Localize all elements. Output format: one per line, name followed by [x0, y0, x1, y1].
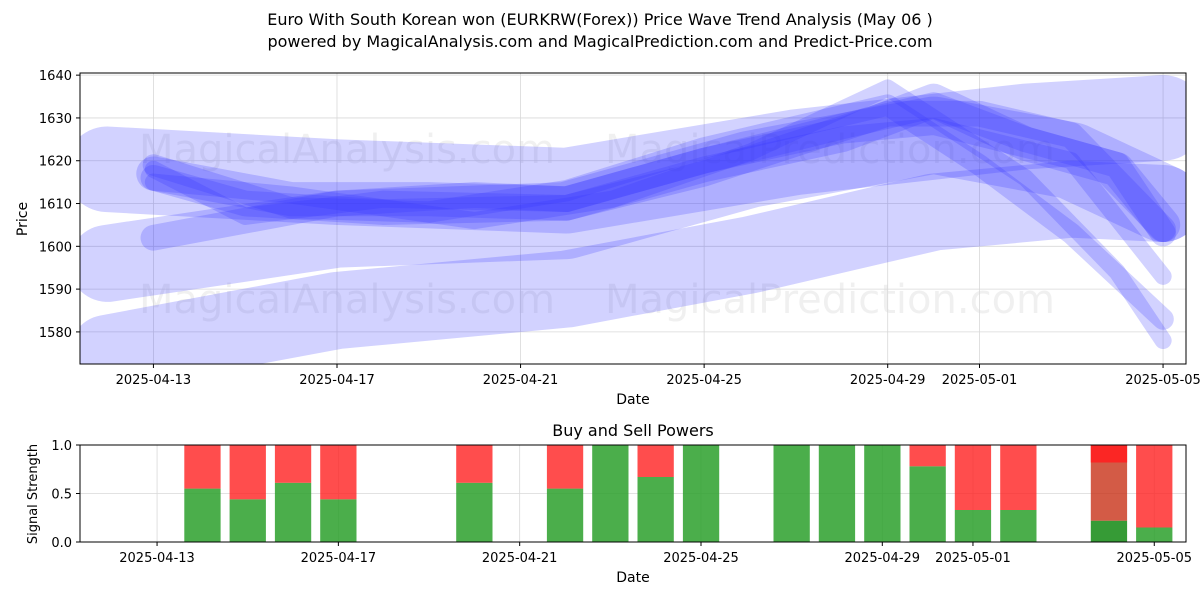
power-bars [184, 445, 1173, 542]
price-y-tick-label: 1600 [39, 240, 72, 255]
buy-power-bar [818, 445, 856, 542]
wave-band-4 [136, 83, 1181, 242]
buy-power-bar [456, 482, 493, 542]
power-y-ticks: 0.0 0.5 1.0 [51, 439, 80, 551]
price-y-tick-label: 1590 [39, 283, 72, 298]
price-grid [80, 73, 1186, 364]
sell-power-bar [1136, 445, 1173, 528]
price-x-axis-label: Date [616, 392, 649, 408]
wave-band-5 [140, 92, 1176, 251]
power-x-tick-label: 2025-04-29 [845, 551, 921, 566]
buy-power-bar [1090, 520, 1128, 542]
power-x-tick-label: 2025-04-17 [301, 551, 377, 566]
watermark-prediction-mid: MagicalPrediction.com [605, 277, 1055, 323]
power-x-tick-label: 2025-04-13 [119, 551, 195, 566]
price-waves [80, 75, 1186, 364]
price-x-tick-label: 2025-04-17 [299, 373, 375, 388]
buy-power-bar [546, 488, 584, 542]
sell-power-bar [954, 445, 992, 510]
power-y-tick-label: 0.5 [51, 488, 72, 503]
wave-band-2 [80, 96, 1186, 302]
buy-power-bar [274, 482, 312, 542]
chart-subtitle: powered by MagicalAnalysis.com and Magic… [267, 32, 933, 51]
buy-power-bar [682, 445, 720, 542]
power-x-tick-label: 2025-04-25 [663, 551, 739, 566]
power-x-axis-label: Date [616, 570, 649, 586]
price-plot-frame [79, 72, 1187, 365]
wave-band-8 [144, 79, 1172, 350]
price-x-tick-label: 2025-04-13 [116, 373, 192, 388]
buy-power-bar [773, 445, 810, 542]
price-x-tick-label: 2025-05-01 [942, 373, 1018, 388]
watermark-prediction-top: MagicalPrediction.com [605, 127, 1055, 173]
sell-power-bar [229, 445, 266, 500]
price-y-tick-label: 1630 [39, 112, 72, 127]
sell-power-bar [320, 445, 357, 500]
buy-power-bar [637, 477, 674, 542]
wave-band-1 [80, 75, 1186, 234]
price-y-axis-label: Price [15, 202, 31, 236]
buy-power-bar [909, 466, 946, 542]
price-y-tick-label: 1610 [39, 198, 72, 213]
sell-power-bar [1000, 445, 1037, 510]
wave-band-7 [142, 94, 1174, 330]
power-y-axis-label: Signal Strength [26, 444, 41, 544]
sell-power-bar [546, 445, 584, 489]
sell-power-bar [456, 445, 493, 483]
power-chart-title: Buy and Sell Powers [552, 421, 714, 440]
sell-power-bar [909, 445, 946, 467]
price-y-tick-label: 1620 [39, 155, 72, 170]
power-y-tick-label: 1.0 [51, 439, 72, 454]
chart-title: Euro With South Korean won (EURKRW(Forex… [267, 10, 933, 29]
sell-power-bar-overlay [1090, 445, 1128, 463]
buy-power-bar [954, 510, 992, 542]
wave-band-3 [80, 160, 1186, 364]
watermark-analysis-mid: MagicalAnalysis.com [139, 277, 555, 323]
price-x-tick-label: 2025-05-05 [1125, 373, 1200, 388]
price-x-ticks: 2025-04-13 2025-04-17 2025-04-21 2025-04-25… [116, 364, 1200, 388]
power-x-tick-label: 2025-04-21 [482, 551, 558, 566]
power-y-tick-label: 0.0 [51, 536, 72, 551]
buy-power-bar [229, 499, 266, 542]
power-x-tick-label: 2025-05-05 [1116, 551, 1192, 566]
sell-power-bar [274, 445, 312, 483]
wave-band-9 [144, 117, 1172, 285]
buy-power-bar [1000, 510, 1037, 542]
power-x-ticks: 2025-04-13 2025-04-17 2025-04-21 2025-04-25… [119, 542, 1192, 566]
price-y-tick-label: 1580 [39, 326, 72, 341]
price-y-tick-label: 1640 [39, 69, 72, 84]
watermark-analysis-top: MagicalAnalysis.com [139, 127, 555, 173]
buy-power-bar [864, 445, 901, 542]
buy-power-bar [184, 488, 221, 542]
price-x-tick-label: 2025-04-25 [666, 373, 742, 388]
price-x-tick-label: 2025-04-21 [483, 373, 559, 388]
sell-power-bar [184, 445, 221, 489]
price-x-tick-label: 2025-04-29 [850, 373, 926, 388]
wave-band-6 [140, 100, 1176, 243]
buy-power-bar [320, 499, 357, 542]
sell-power-bar [637, 445, 674, 477]
price-y-ticks: 1580 1590 1600 1610 1620 1630 1640 [39, 69, 80, 341]
power-x-tick-label: 2025-05-01 [935, 551, 1011, 566]
buy-power-bar [592, 445, 629, 542]
buy-power-bar [1136, 527, 1173, 542]
